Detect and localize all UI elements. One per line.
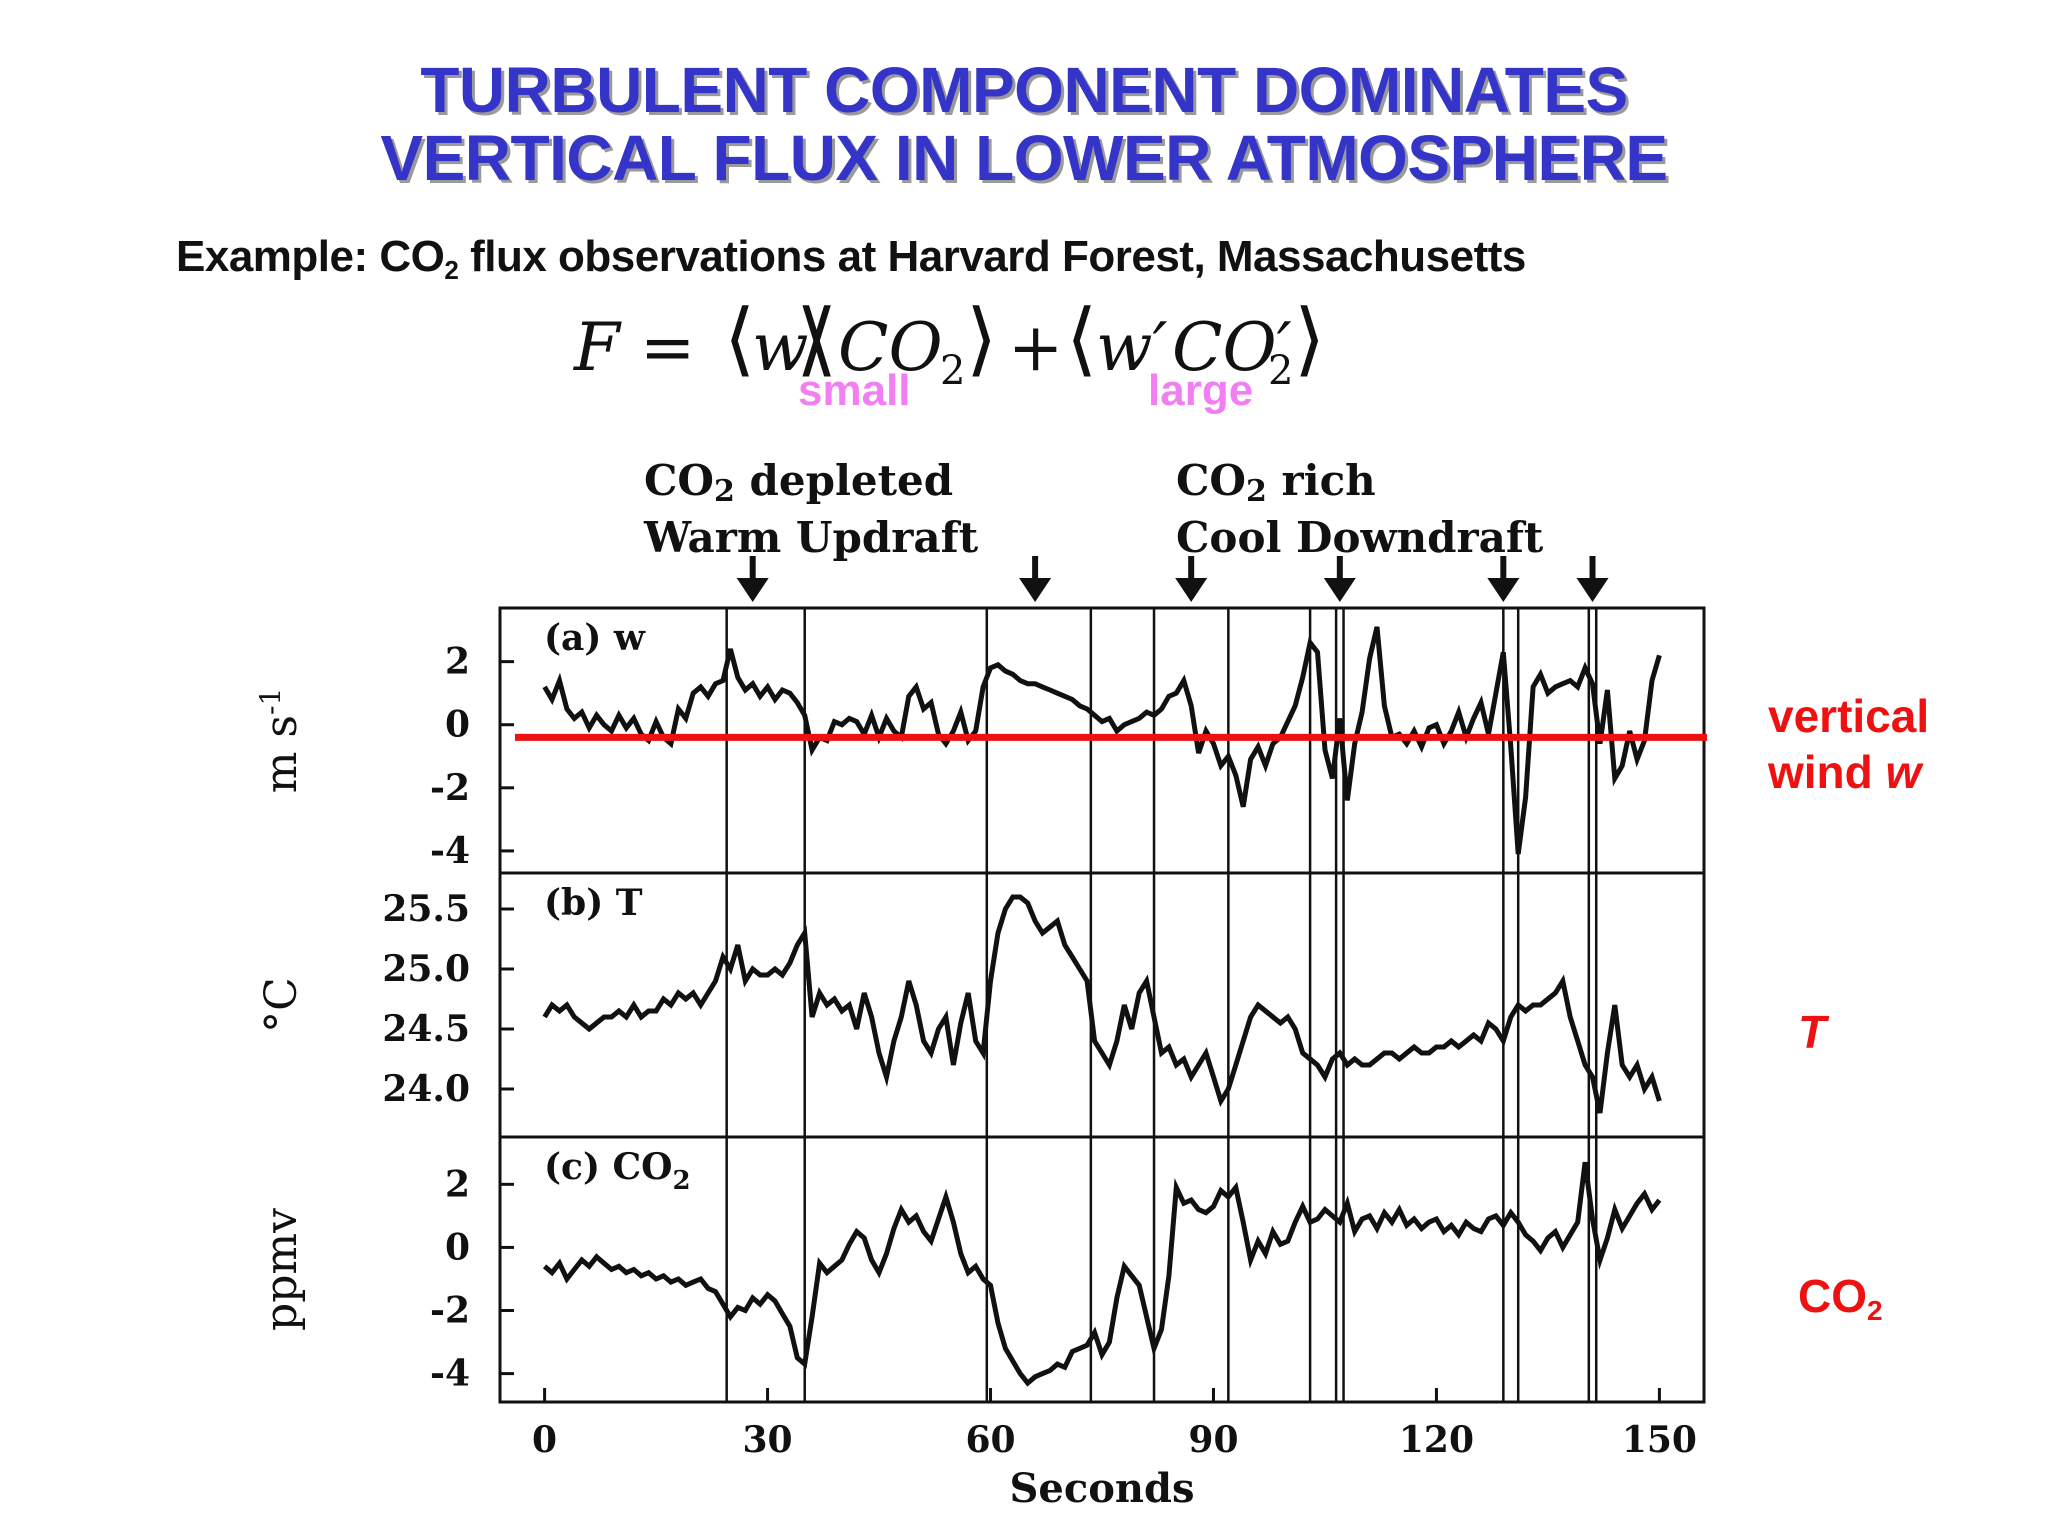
xtick-label-0: 0 bbox=[532, 1419, 557, 1461]
side-label-w-line-2: wind w bbox=[1768, 744, 1929, 800]
panel-1-ytick-label-0: 25.5 bbox=[382, 888, 470, 930]
downdraft-co: CO bbox=[1176, 456, 1247, 505]
side-label-w-prefix: wind bbox=[1768, 746, 1886, 798]
eq-angle-6: ⟩ bbox=[1294, 300, 1325, 385]
xtick-label-5: 150 bbox=[1622, 1419, 1697, 1461]
eq-sub-2a: 2 bbox=[940, 348, 965, 394]
side-label-t-text: T bbox=[1798, 1006, 1827, 1058]
eq-lhs: F bbox=[573, 309, 622, 386]
side-label-w-italic: w bbox=[1885, 746, 1922, 798]
eq-angle-4: ⟩ bbox=[966, 300, 997, 385]
side-label-co2-sub: 2 bbox=[1867, 1295, 1883, 1326]
panel-2-ytick-label-2: -2 bbox=[430, 1290, 470, 1332]
downdraft-label: CO2 rich Cool Downdraft bbox=[1176, 458, 1543, 561]
eq-mean-w: w bbox=[752, 309, 809, 386]
panel-0-ytick-label-0: 2 bbox=[445, 641, 470, 683]
flux-equation: F = ⟨ w ⟩ ⟨ CO 2 ⟩ + ⟨ w′ CO′ 2 ⟩ bbox=[573, 300, 1325, 394]
updraft-line-1: CO2 depleted bbox=[644, 458, 978, 515]
panel-2-ytick-label-3: -4 bbox=[430, 1353, 470, 1395]
eq-plus: + bbox=[1008, 309, 1063, 386]
panel-1-ytick-label-2: 24.5 bbox=[382, 1008, 470, 1050]
side-label-t: T bbox=[1798, 1004, 1826, 1060]
panel-0-ylabel: m s-1 bbox=[254, 688, 307, 794]
side-label-co2-main: CO bbox=[1798, 1270, 1867, 1322]
downdraft-sub: 2 bbox=[1246, 474, 1267, 509]
xtick-label-1: 30 bbox=[743, 1419, 793, 1461]
panel-0-label: (a) w bbox=[544, 617, 646, 659]
eq-angle-3: ⟨ bbox=[806, 300, 837, 385]
panel-frame-1 bbox=[498, 871, 1706, 1139]
xtick-label-2: 60 bbox=[965, 1419, 1015, 1461]
eq-mean-co2: CO bbox=[838, 309, 943, 386]
event-arrow-head-4 bbox=[1487, 578, 1520, 602]
panel-1-series-0 bbox=[542, 894, 1662, 1114]
updraft-line-2: Warm Updraft bbox=[644, 513, 979, 562]
downdraft-line-2: Cool Downdraft bbox=[1176, 513, 1544, 562]
eq-sub-2b: 2 bbox=[1268, 348, 1293, 394]
slide-title-line-2: VERTICAL FLUX IN LOWER ATMOSPHERE bbox=[380, 122, 1668, 194]
updraft-suffix: depleted bbox=[734, 456, 954, 505]
example-sub: 2 bbox=[444, 255, 459, 285]
xtick-label-4: 120 bbox=[1399, 1419, 1474, 1461]
event-arrow-head-5 bbox=[1576, 578, 1609, 602]
event-arrow-head-0 bbox=[736, 578, 769, 602]
downdraft-line-1: CO2 rich bbox=[1176, 458, 1543, 515]
side-label-co2: CO2 bbox=[1798, 1268, 1883, 1339]
panel-2-ylabel: ppmv bbox=[256, 1208, 307, 1331]
panel-2-ytick-label-0: 2 bbox=[445, 1163, 470, 1205]
note-small: small bbox=[798, 366, 911, 415]
event-arrow-head-1 bbox=[1019, 578, 1052, 602]
panel-frame-2 bbox=[498, 1135, 1706, 1404]
panel-2-ytick-label-1: 0 bbox=[445, 1226, 470, 1268]
side-label-w: vertical wind w bbox=[1768, 688, 1929, 800]
eq-angle-2: ⟩ bbox=[796, 300, 827, 385]
panel-0-ytick-label-3: -4 bbox=[430, 830, 470, 872]
note-large: large bbox=[1148, 366, 1254, 415]
slide-title-line-1: TURBULENT COMPONENT DOMINATES bbox=[420, 54, 1628, 126]
updraft-co: CO bbox=[644, 456, 715, 505]
eq-angle-1: ⟨ bbox=[724, 300, 755, 385]
panel-1-label: (b) T bbox=[544, 882, 643, 924]
event-arrow-head-3 bbox=[1323, 578, 1356, 602]
example-subtitle: Example: CO2 flux observations at Harvar… bbox=[176, 232, 1526, 286]
x-axis-label: Seconds bbox=[1010, 1465, 1195, 1512]
panel-1-ylabel: °C bbox=[256, 977, 307, 1033]
panel-0-series-0 bbox=[542, 626, 1662, 855]
downdraft-suffix: rich bbox=[1266, 456, 1376, 505]
panel-1-ytick-label-1: 25.0 bbox=[382, 948, 470, 990]
updraft-label: CO2 depleted Warm Updraft bbox=[644, 458, 978, 561]
side-label-w-line-1: vertical bbox=[1768, 690, 1930, 742]
example-prefix: Example: CO bbox=[176, 232, 445, 281]
event-arrow-head-2 bbox=[1175, 578, 1208, 602]
panel-0-ytick-label-2: -2 bbox=[430, 767, 470, 809]
eq-eddy-w: w′ bbox=[1096, 309, 1167, 386]
panel-0-ytick-label-1: 0 bbox=[445, 704, 470, 746]
eq-eddy-co2: CO′ bbox=[1172, 309, 1292, 386]
panel-2-label: (c) CO2 bbox=[544, 1146, 691, 1196]
panel-1-ytick-label-3: 24.0 bbox=[382, 1068, 470, 1110]
updraft-sub: 2 bbox=[714, 474, 735, 509]
eq-equals: = bbox=[640, 309, 695, 386]
xtick-label-3: 90 bbox=[1188, 1419, 1238, 1461]
eq-angle-5: ⟨ bbox=[1066, 300, 1097, 385]
example-suffix: flux observations at Harvard Forest, Mas… bbox=[458, 232, 1526, 281]
panel-2-series-0 bbox=[542, 1161, 1662, 1387]
